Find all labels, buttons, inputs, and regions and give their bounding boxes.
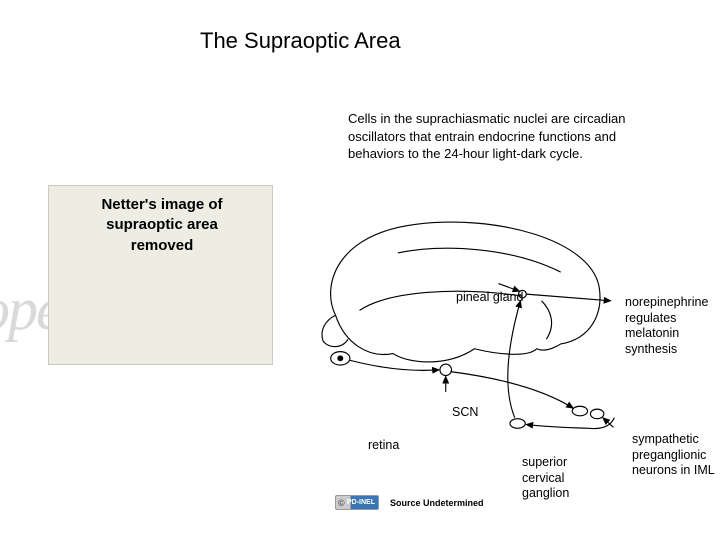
license-badge: PD-INEL: [335, 495, 379, 510]
label-retina: retina: [368, 438, 399, 454]
retina-pupil: [338, 356, 343, 361]
label-superior-ganglion: superior cervical ganglion: [522, 455, 582, 502]
label-pineal: pineal gland: [456, 290, 523, 306]
label-sympathetic: sympathetic preganglionic neurons in IML: [632, 432, 720, 479]
snout-outline: [322, 315, 348, 346]
arrow-scn-iml: [451, 372, 573, 408]
arrow-pineal-norepi: [526, 294, 610, 301]
page-title: The Supraoptic Area: [200, 28, 401, 54]
arrow-ganglion-pineal: [508, 301, 521, 418]
ganglion-node: [590, 409, 603, 419]
description-text: Cells in the suprachiasmatic nuclei are …: [348, 110, 638, 163]
brain-fold: [398, 248, 561, 272]
placeholder-line: removed: [131, 237, 194, 254]
brain-fold: [542, 301, 552, 339]
scn-node: [440, 364, 452, 376]
ganglion-node: [572, 406, 587, 416]
image-placeholder-caption: Netter's image of supraoptic area remove…: [62, 195, 262, 256]
brain-diagram: [295, 205, 630, 435]
license-icon: PD-INEL: [335, 495, 379, 510]
ganglion-node: [510, 419, 525, 429]
label-norepinephrine: norepinephrine regulates melatonin synth…: [625, 295, 720, 358]
placeholder-line: Netter's image of: [101, 196, 222, 213]
label-scn: SCN: [452, 405, 478, 421]
placeholder-line: supraoptic area: [106, 216, 218, 233]
arrow-iml-ganglion: [526, 418, 614, 429]
source-attribution: Source Undetermined: [390, 498, 484, 508]
